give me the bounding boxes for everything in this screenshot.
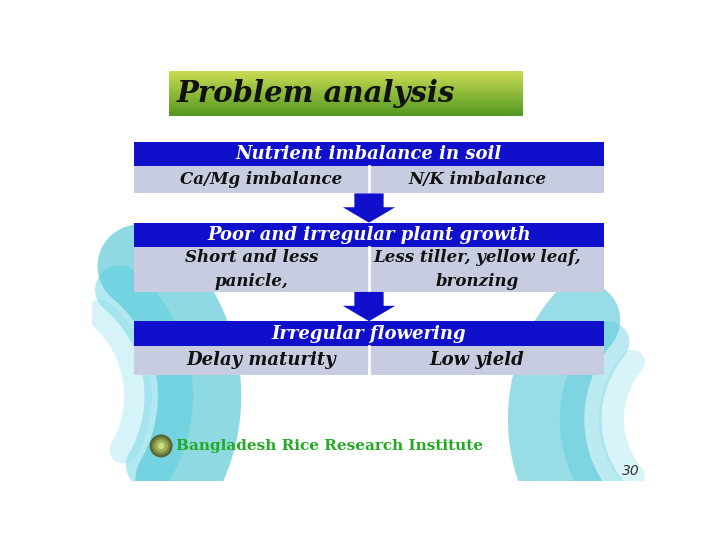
Bar bbox=[168, 80, 523, 82]
Circle shape bbox=[157, 442, 165, 450]
Text: N/K imbalance: N/K imbalance bbox=[408, 171, 546, 188]
Bar bbox=[168, 86, 523, 87]
Polygon shape bbox=[343, 193, 395, 222]
Bar bbox=[134, 142, 604, 166]
Bar bbox=[168, 105, 523, 107]
Bar bbox=[168, 111, 523, 112]
Bar bbox=[168, 78, 523, 80]
Bar bbox=[168, 84, 523, 85]
Bar bbox=[168, 93, 523, 94]
Bar bbox=[134, 321, 604, 346]
Bar bbox=[134, 222, 604, 247]
Bar bbox=[168, 101, 523, 102]
Bar bbox=[168, 90, 523, 91]
Bar bbox=[168, 89, 523, 90]
Text: Poor and irregular plant growth: Poor and irregular plant growth bbox=[207, 226, 531, 244]
Bar bbox=[168, 112, 523, 113]
Bar bbox=[168, 77, 523, 79]
Text: Nutrient imbalance in soil: Nutrient imbalance in soil bbox=[236, 145, 502, 163]
Bar bbox=[168, 99, 523, 101]
Bar bbox=[168, 106, 523, 108]
Text: Bangladesh Rice Research Institute: Bangladesh Rice Research Institute bbox=[176, 439, 484, 453]
Text: Problem analysis: Problem analysis bbox=[176, 79, 455, 108]
Circle shape bbox=[153, 437, 170, 455]
Bar bbox=[168, 114, 523, 116]
Bar bbox=[168, 83, 523, 84]
Text: 30: 30 bbox=[622, 464, 639, 478]
Text: Low yield: Low yield bbox=[430, 352, 524, 369]
Circle shape bbox=[150, 435, 172, 457]
Bar bbox=[168, 72, 523, 73]
Bar bbox=[168, 113, 523, 114]
Bar bbox=[168, 104, 523, 106]
Bar bbox=[168, 97, 523, 99]
Text: Short and less
panicle,: Short and less panicle, bbox=[185, 249, 318, 290]
Bar bbox=[168, 92, 523, 93]
Text: Ca/Mg imbalance: Ca/Mg imbalance bbox=[180, 171, 342, 188]
Bar bbox=[134, 166, 604, 193]
Bar bbox=[168, 79, 523, 81]
Bar bbox=[168, 71, 523, 72]
Bar bbox=[168, 75, 523, 77]
Bar bbox=[168, 87, 523, 89]
Bar bbox=[168, 94, 523, 96]
Text: Delay maturity: Delay maturity bbox=[186, 352, 336, 369]
Bar bbox=[168, 73, 523, 75]
Bar bbox=[168, 98, 523, 100]
Circle shape bbox=[155, 440, 167, 452]
Bar bbox=[168, 107, 523, 109]
Bar bbox=[168, 74, 523, 76]
Bar bbox=[168, 95, 523, 97]
Bar bbox=[168, 91, 523, 92]
Circle shape bbox=[159, 444, 163, 448]
Bar bbox=[168, 109, 523, 110]
Bar bbox=[168, 96, 523, 98]
Text: Irregular flowering: Irregular flowering bbox=[271, 325, 467, 342]
Bar bbox=[168, 76, 523, 78]
Text: Less tiller, yellow leaf,
bronzing: Less tiller, yellow leaf, bronzing bbox=[373, 249, 581, 290]
Bar bbox=[168, 85, 523, 86]
Bar bbox=[134, 346, 604, 375]
Bar bbox=[168, 82, 523, 83]
Bar bbox=[168, 110, 523, 111]
Bar bbox=[168, 102, 523, 103]
Polygon shape bbox=[343, 292, 395, 321]
Bar bbox=[168, 103, 523, 104]
Bar bbox=[134, 247, 604, 292]
